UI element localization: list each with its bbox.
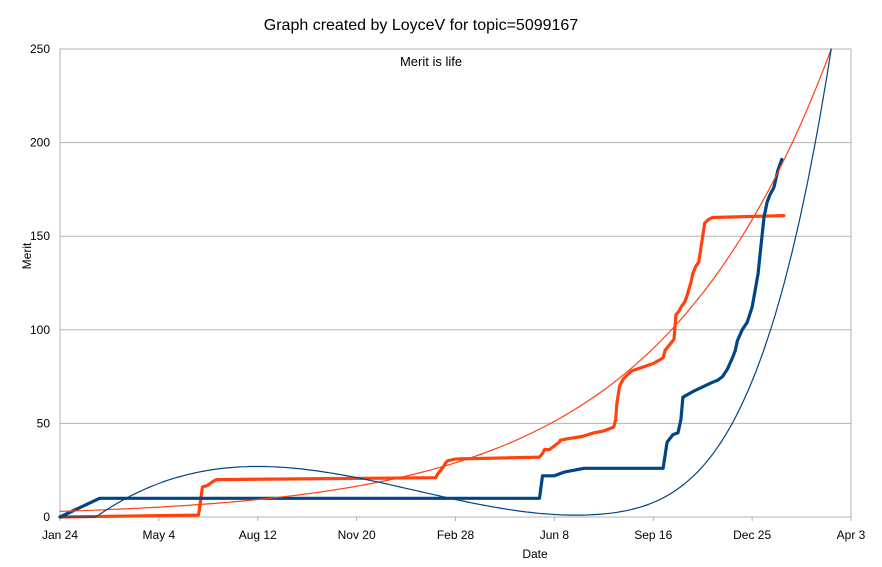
x-axis: Jan 24 May 4 Aug 12 Nov 20 Feb 28 Jun 8 Sep 16… [42, 517, 866, 542]
data-series [58, 48, 832, 519]
y-axis-label: Merit [20, 242, 34, 269]
y-tick-label: 50 [37, 416, 51, 430]
x-tick-label: May 4 [143, 528, 176, 542]
series-line-1 [58, 157, 784, 519]
x-tick-label: Nov 20 [338, 528, 376, 542]
x-tick-label: Jun 8 [540, 528, 570, 542]
series-line-2 [59, 48, 832, 512]
chart-subtitle: Merit is life [400, 54, 462, 69]
x-tick-label: Jan 24 [42, 528, 78, 542]
y-tick-label: 150 [30, 229, 50, 243]
y-tick-label: 200 [30, 136, 50, 150]
x-tick-label: Dec 25 [733, 528, 771, 542]
x-tick-label: Aug 12 [239, 528, 277, 542]
chart-title: Graph created by LoyceV for topic=509916… [264, 17, 579, 34]
plot-frame [59, 48, 852, 518]
series-line-0 [58, 214, 786, 519]
x-tick-label: Sep 16 [634, 528, 672, 542]
x-tick-label: Apr 3 [837, 528, 866, 542]
y-tick-label: 100 [30, 323, 50, 337]
y-tick-label: 250 [30, 42, 50, 56]
series-line-3 [59, 48, 832, 518]
y-axis: 0 50 100 150 200 250 [30, 42, 50, 524]
x-tick-label: Feb 28 [437, 528, 475, 542]
grid-lines [60, 142, 851, 424]
y-tick-label: 0 [43, 510, 50, 524]
x-axis-label: Date [522, 547, 548, 561]
